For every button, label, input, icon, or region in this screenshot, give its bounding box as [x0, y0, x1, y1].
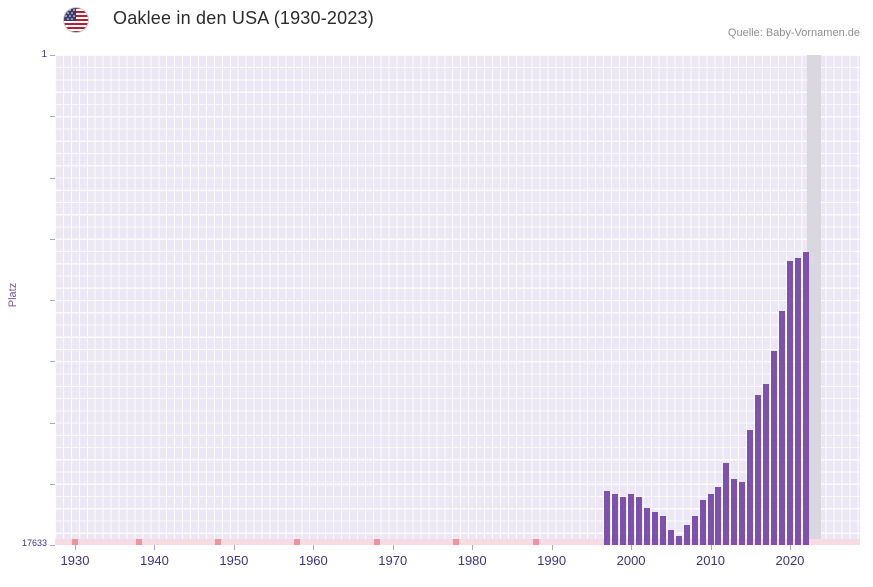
bar-2021[interactable]	[794, 257, 801, 545]
x-tick-2010	[710, 545, 712, 550]
bar-2012[interactable]	[723, 463, 730, 545]
x-tick-1940	[154, 545, 156, 550]
y-tick	[50, 55, 55, 56]
x-tick-label-2010: 2010	[696, 553, 725, 568]
x-tick-label-1960: 1960	[298, 553, 328, 568]
bar-2017[interactable]	[763, 384, 770, 545]
y-tick	[50, 300, 55, 301]
bar-2013[interactable]	[731, 478, 738, 545]
y-tick	[50, 116, 55, 118]
bar-2010[interactable]	[707, 494, 714, 545]
chart-title: Oaklee in den USA (1930-2023)	[113, 8, 374, 28]
x-tick-label-1930: 1930	[60, 553, 90, 568]
bar-2011[interactable]	[715, 487, 722, 545]
bar-1998[interactable]	[612, 494, 619, 545]
bar-2020[interactable]	[786, 260, 793, 545]
bar-1999[interactable]	[620, 496, 627, 545]
bar-2007[interactable]	[683, 524, 690, 545]
source-attribution: Quelle: Baby-Vornamen.de	[727, 27, 860, 39]
no-rank-mark-1958	[294, 539, 301, 545]
x-tick-label-2000: 2000	[616, 553, 646, 568]
y-axis-max-label: 1	[41, 49, 47, 60]
bar-2019[interactable]	[779, 310, 786, 545]
y-tick	[50, 361, 55, 363]
no-rank-mark-1978	[453, 539, 460, 545]
no-rank-mark-1988	[532, 539, 539, 545]
highlight-band-2023	[806, 55, 821, 545]
x-tick-label-1970: 1970	[378, 553, 408, 568]
no-rank-mark-1938	[135, 539, 142, 545]
x-tick-2000	[631, 545, 633, 550]
bar-2018[interactable]	[771, 350, 778, 545]
us-flag-icon	[63, 7, 89, 33]
x-tick-1930	[75, 545, 76, 550]
bar-2004[interactable]	[659, 516, 666, 545]
x-tick-label-1950: 1950	[219, 553, 249, 568]
x-tick-1980	[472, 545, 474, 550]
y-tick	[50, 545, 55, 546]
bar-2014[interactable]	[739, 481, 746, 545]
x-tick-2020	[789, 545, 791, 550]
y-axis-min-label: 17633	[21, 538, 47, 548]
x-tick-1950	[233, 545, 235, 550]
bar-2016[interactable]	[755, 395, 762, 545]
plot-area	[55, 55, 860, 545]
bar-2005[interactable]	[667, 530, 674, 545]
x-tick-label-1940: 1940	[139, 553, 169, 568]
bar-2002[interactable]	[643, 507, 650, 545]
bar-2015[interactable]	[747, 430, 754, 545]
bar-2001[interactable]	[636, 496, 643, 545]
x-tick-label-1990: 1990	[537, 553, 567, 568]
x-tick-label-1980: 1980	[457, 553, 487, 568]
y-tick	[50, 422, 55, 424]
x-tick-1960	[313, 545, 315, 550]
y-tick	[50, 238, 55, 240]
no-rank-mark-1948	[214, 539, 221, 545]
bar-2006[interactable]	[675, 535, 682, 545]
x-tick-1990	[551, 545, 553, 550]
bar-2003[interactable]	[651, 512, 658, 545]
y-axis-title: Platz	[7, 282, 19, 308]
no-rank-mark-1930	[72, 539, 78, 545]
bar-2000[interactable]	[628, 494, 635, 545]
bar-2009[interactable]	[699, 499, 706, 545]
no-rank-mark-1968	[373, 539, 380, 545]
x-tick-label-2020: 2020	[775, 553, 805, 568]
y-tick	[50, 177, 55, 179]
bar-2008[interactable]	[691, 516, 698, 545]
bar-2022[interactable]	[802, 252, 809, 545]
x-tick-1970	[392, 545, 394, 550]
bar-1997[interactable]	[604, 491, 611, 545]
y-tick	[50, 483, 55, 485]
